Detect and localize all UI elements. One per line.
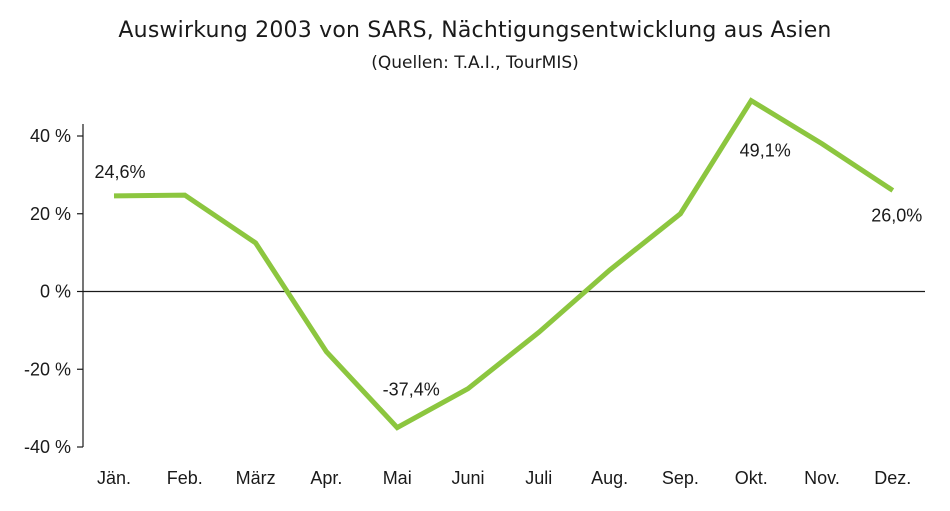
y-tick-label: -40 % xyxy=(24,437,71,457)
chart-subtitle: (Quellen: T.A.I., TourMIS) xyxy=(371,53,579,73)
x-axis-ticks: Jän. Feb. März Apr. Mai Juni Juli Aug. Sep. Okt. N… xyxy=(97,468,911,488)
axes xyxy=(82,124,925,447)
data-labels: 24,6% -37,4% 49,1% 26,0% xyxy=(94,141,922,400)
data-label: -37,4% xyxy=(383,380,440,400)
x-tick-label: Okt. xyxy=(735,468,768,488)
x-tick-label: Mai xyxy=(383,468,412,488)
x-tick-label: Juli xyxy=(525,468,552,488)
x-tick-label: Feb. xyxy=(167,468,203,488)
x-tick-label: Juni xyxy=(451,468,484,488)
series-group xyxy=(113,97,895,431)
y-tick-label: 0 % xyxy=(40,282,71,302)
y-tick-label: -20 % xyxy=(24,359,71,379)
data-label: 26,0% xyxy=(871,205,922,225)
y-axis-ticks: 40 % 20 % 0 % -20 % -40 % xyxy=(24,126,83,457)
x-tick-label: März xyxy=(236,468,276,488)
data-label: 24,6% xyxy=(94,162,145,182)
chart-title: Auswirkung 2003 von SARS, Nächtigungsent… xyxy=(118,18,832,43)
x-tick-label: Dez. xyxy=(874,468,911,488)
x-tick-label: Apr. xyxy=(310,468,342,488)
x-tick-label: Sep. xyxy=(662,468,699,488)
x-tick-label: Aug. xyxy=(591,468,628,488)
series-line xyxy=(113,97,895,431)
x-tick-label: Jän. xyxy=(97,468,131,488)
x-tick-label: Nov. xyxy=(804,468,840,488)
y-tick-label: 40 % xyxy=(30,126,71,146)
y-tick-label: 20 % xyxy=(30,204,71,224)
data-label: 49,1% xyxy=(740,141,791,161)
